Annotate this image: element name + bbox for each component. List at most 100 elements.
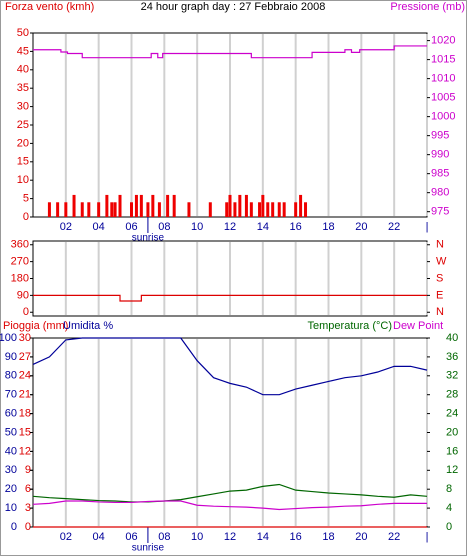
- bar: [130, 202, 133, 217]
- y-tick-label: 0: [23, 211, 29, 223]
- y-tick-label: 32: [446, 370, 458, 382]
- bar: [97, 202, 101, 217]
- axis-label: Pressione (mb): [390, 1, 465, 13]
- axis-label: Forza vento (kmh): [5, 1, 94, 13]
- axis-label: Pioggia (mm): [3, 320, 68, 332]
- bar: [146, 202, 150, 217]
- y-tick-label: 0: [25, 521, 31, 533]
- y-tick-label: 12: [19, 445, 31, 457]
- chart-title: 24 hour graph day : 27 Febbraio 2008: [141, 1, 326, 13]
- y-tick-label: 1020: [431, 35, 455, 47]
- annotation: sunrise: [132, 233, 165, 244]
- y-tick-label: 18: [19, 408, 31, 420]
- x-tick-label: 02: [60, 221, 72, 233]
- y-tick-label: 360: [11, 239, 29, 251]
- x-tick-label: |: [426, 221, 429, 233]
- y-tick-label: 40: [5, 445, 17, 457]
- y-tick-label: 10: [17, 174, 29, 186]
- x-tick-label: 18: [322, 221, 334, 233]
- x-tick-label: 12: [224, 531, 236, 543]
- bar: [244, 194, 248, 217]
- y-tick-label: 980: [431, 187, 449, 199]
- x-tick-label: 04: [93, 531, 105, 543]
- x-tick-label: 10: [191, 221, 203, 233]
- y-tick-label: 975: [431, 206, 449, 218]
- y-tick-label: 12: [446, 464, 458, 476]
- y-tick-label: 15: [19, 426, 31, 438]
- axis-label: Umidita %: [63, 320, 113, 332]
- x-tick-label: 22: [388, 531, 400, 543]
- bar: [118, 194, 122, 217]
- x-tick-label: 08: [158, 531, 170, 543]
- y-tick-label: 25: [17, 119, 29, 131]
- y-tick-label: 15: [17, 156, 29, 168]
- axis-label: Temperatura (°C): [308, 320, 392, 332]
- bar: [64, 202, 68, 217]
- bar: [139, 194, 143, 217]
- y-tick-label: 40: [17, 64, 29, 76]
- x-tick-label: 06: [125, 531, 137, 543]
- series-line: [32, 337, 428, 396]
- y-tick-label: 1010: [431, 73, 455, 85]
- bar: [157, 202, 161, 217]
- series-line: [32, 500, 427, 511]
- bar: [105, 194, 109, 217]
- y-tick-label: 50: [17, 27, 29, 39]
- bar: [266, 202, 270, 217]
- y-tick-label: 270: [11, 256, 29, 268]
- y-tick-label: 28: [446, 389, 458, 401]
- y-tick-label: 16: [446, 445, 458, 457]
- y-tick-label: 4: [446, 502, 452, 514]
- y-tick-label: 3: [25, 502, 31, 514]
- y-tick-label: 1000: [431, 111, 455, 123]
- bar: [172, 194, 176, 217]
- y-tick-label: 20: [446, 426, 458, 438]
- y-tick-label: 0: [11, 521, 17, 533]
- y-tick-label: 20: [5, 483, 17, 495]
- bar: [72, 194, 76, 217]
- y-tick-label: 30: [5, 464, 17, 476]
- y-tick-label: 40: [446, 332, 458, 344]
- bar: [113, 202, 117, 217]
- y-tick-label: 6: [25, 483, 31, 495]
- x-tick-label: 16: [290, 531, 302, 543]
- y-tick-label: 50: [5, 426, 17, 438]
- x-tick-label: 16: [290, 221, 302, 233]
- y-tick-label: 5: [23, 193, 29, 205]
- bar: [80, 202, 84, 217]
- series-line: [33, 45, 427, 59]
- y-tick-label: 990: [431, 149, 449, 161]
- y-tick-label: 70: [5, 389, 17, 401]
- legend-label: Dew Point: [393, 320, 443, 332]
- x-tick-label: 18: [322, 531, 334, 543]
- y-tick-label: W: [436, 256, 447, 268]
- bar: [47, 202, 51, 217]
- y-tick-label: 90: [5, 351, 17, 363]
- y-tick-label: 30: [19, 332, 31, 344]
- bar: [208, 202, 212, 217]
- annotation: sunrise: [132, 543, 165, 554]
- x-tick-label: 04: [93, 221, 105, 233]
- y-tick-label: 0: [446, 521, 452, 533]
- bar: [110, 202, 114, 217]
- y-tick-label: N: [436, 239, 444, 251]
- y-tick-label: 0: [23, 306, 29, 318]
- y-tick-label: S: [436, 272, 443, 284]
- y-tick-label: 45: [17, 45, 29, 57]
- x-tick-label: 12: [224, 221, 236, 233]
- bar: [282, 202, 286, 217]
- x-tick-label: 02: [60, 531, 72, 543]
- x-tick-label: 22: [388, 221, 400, 233]
- y-tick-label: E: [436, 289, 443, 301]
- y-tick-label: 10: [5, 502, 17, 514]
- y-tick-label: 985: [431, 168, 449, 180]
- bar: [166, 194, 170, 217]
- x-tick-label: |: [426, 531, 429, 543]
- x-tick-label: 20: [355, 221, 367, 233]
- y-tick-label: 20: [17, 137, 29, 149]
- y-tick-label: 60: [5, 408, 17, 420]
- y-tick-label: 1005: [431, 92, 455, 104]
- y-tick-label: 36: [446, 351, 458, 363]
- x-tick-label: 08: [158, 221, 170, 233]
- y-tick-label: 995: [431, 130, 449, 142]
